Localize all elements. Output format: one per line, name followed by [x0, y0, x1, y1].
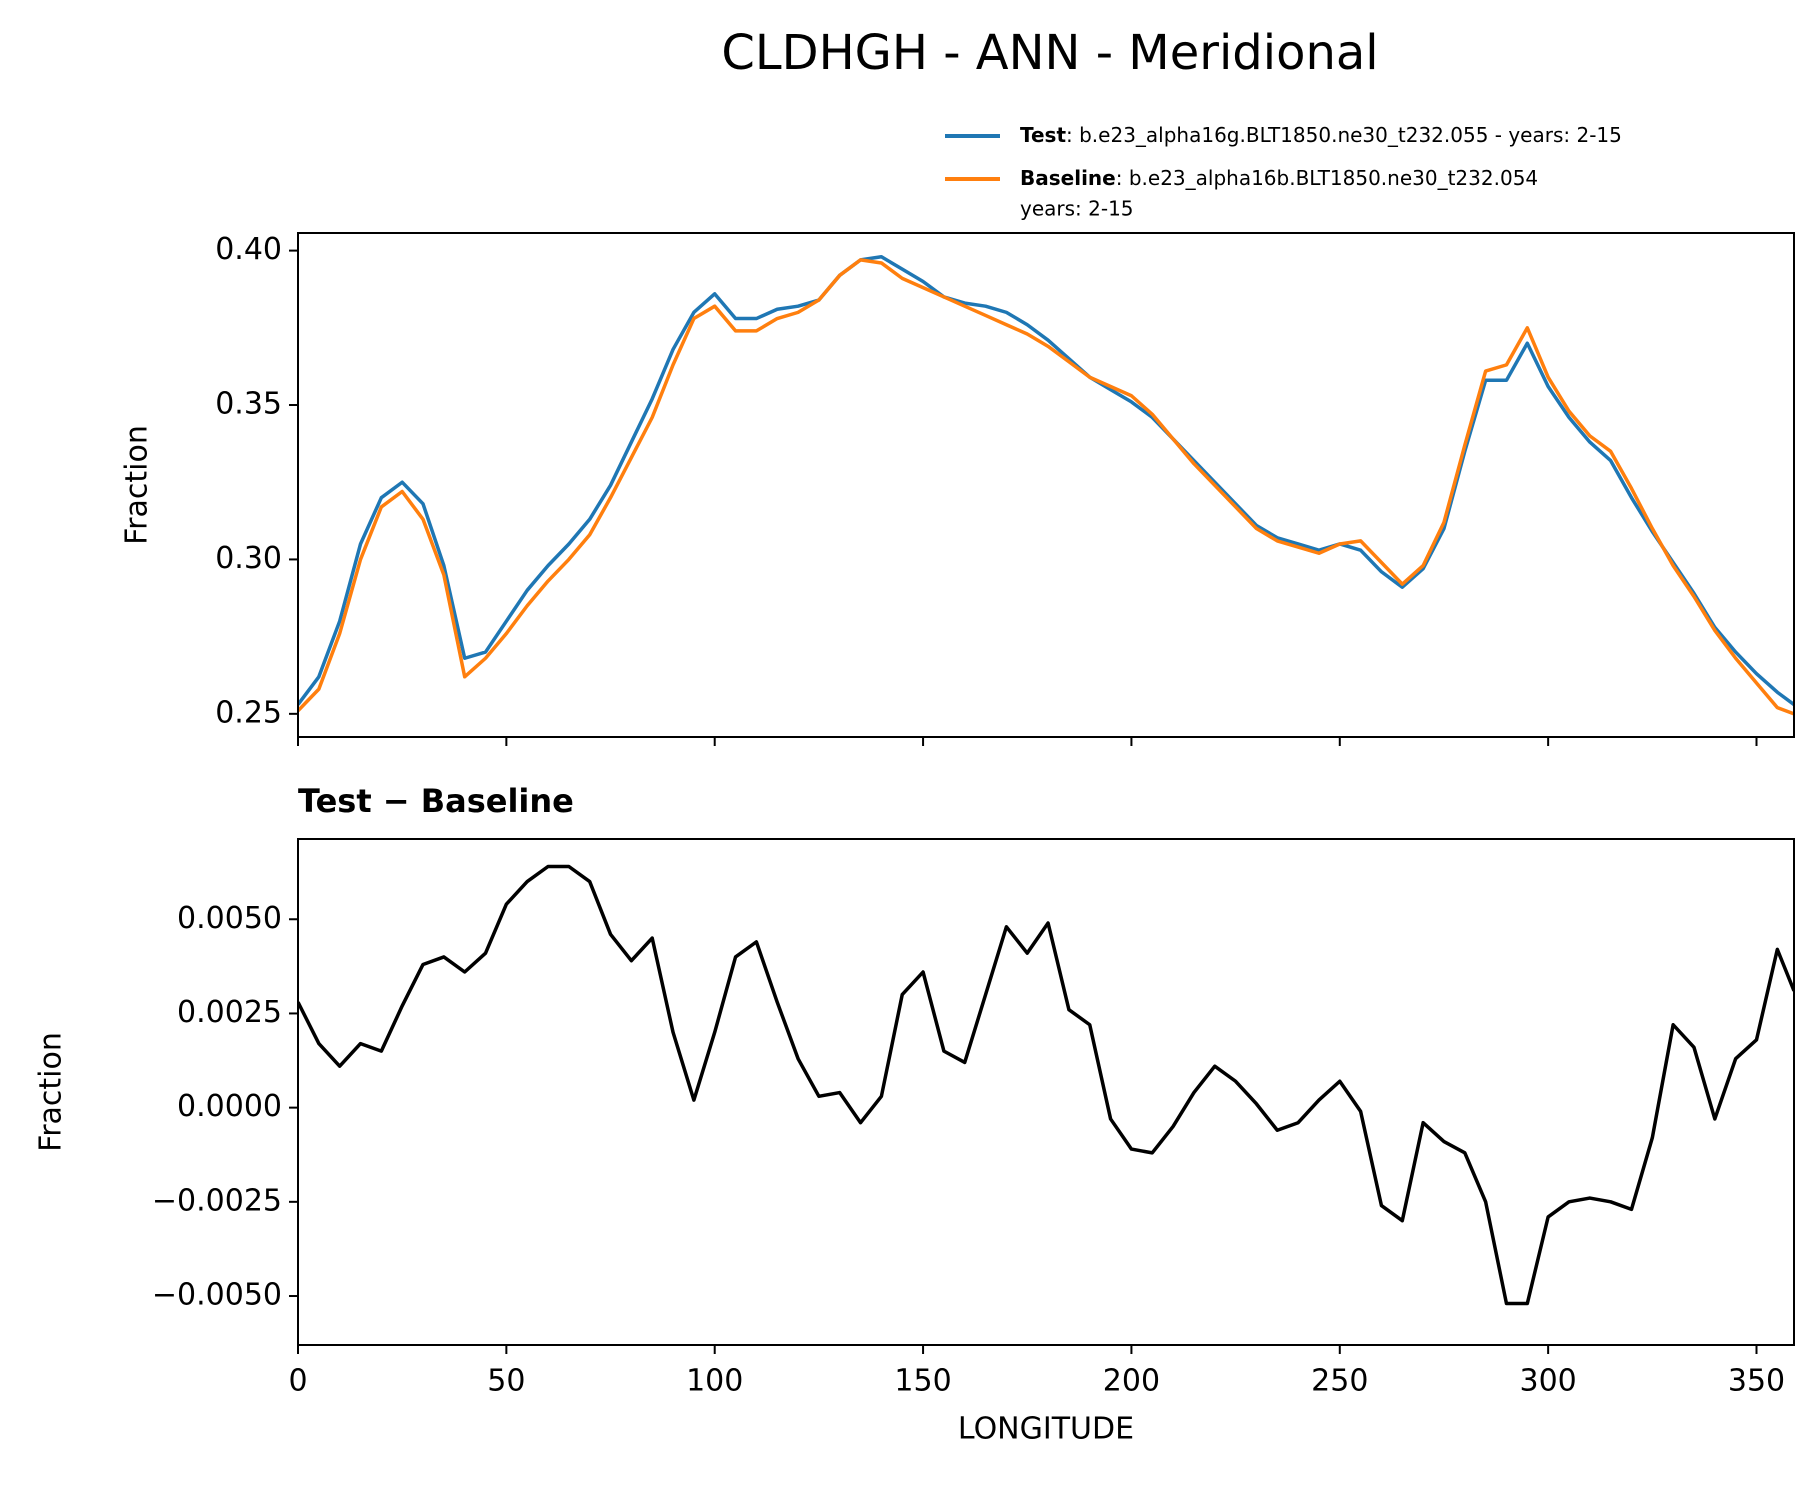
plot-area	[298, 864, 1794, 1306]
axes-frame	[297, 232, 1795, 738]
chart-title: CLDHGH - ANN - Meridional	[721, 25, 1378, 81]
data-line	[298, 255, 1794, 706]
data-line	[298, 258, 1794, 716]
y-tick-label: −0.0025	[152, 1183, 282, 1218]
x-tick-label: 350	[1728, 1364, 1785, 1399]
legend-label-2: years: 2-15	[1020, 197, 1134, 221]
y-tick-label: −0.0050	[152, 1278, 282, 1313]
legend-name: Test	[1020, 123, 1066, 147]
y-tick-label: 0.35	[215, 387, 282, 422]
legend-text: : b.e23_alpha16g.BLT1850.ne30_t232.055 -…	[1066, 123, 1622, 147]
axes-frame	[297, 838, 1795, 1346]
x-tick-label: 250	[1311, 1364, 1368, 1399]
y-tick-label: 0.0000	[177, 1089, 282, 1124]
legend-label: Test: b.e23_alpha16g.BLT1850.ne30_t232.0…	[1020, 123, 1622, 147]
y-axis-label: Fraction	[34, 1032, 69, 1152]
x-axis-label: LONGITUDE	[958, 1412, 1134, 1447]
y-tick-label: 0.40	[215, 232, 282, 267]
y-axis-label: Fraction	[120, 425, 155, 545]
plot-area	[298, 255, 1794, 716]
y-tick-label: 0.0025	[177, 995, 282, 1030]
y-tick-label: 0.25	[215, 695, 282, 730]
y-tick-label: 0.30	[215, 541, 282, 576]
y-tick-label: 0.0050	[177, 901, 282, 936]
x-tick-label: 150	[894, 1364, 951, 1399]
subplot-title: Test − Baseline	[298, 782, 574, 820]
x-tick-label: 50	[487, 1364, 525, 1399]
x-tick-label: 200	[1103, 1364, 1160, 1399]
data-line	[298, 864, 1794, 1306]
legend-text: : b.e23_alpha16b.BLT1850.ne30_t232.054	[1116, 166, 1538, 190]
legend-label: Baseline: b.e23_alpha16b.BLT1850.ne30_t2…	[1020, 166, 1538, 190]
x-tick-label: 300	[1520, 1364, 1577, 1399]
x-tick-label: 0	[288, 1364, 307, 1399]
legend-name: Baseline	[1020, 166, 1116, 190]
x-tick-label: 100	[686, 1364, 743, 1399]
